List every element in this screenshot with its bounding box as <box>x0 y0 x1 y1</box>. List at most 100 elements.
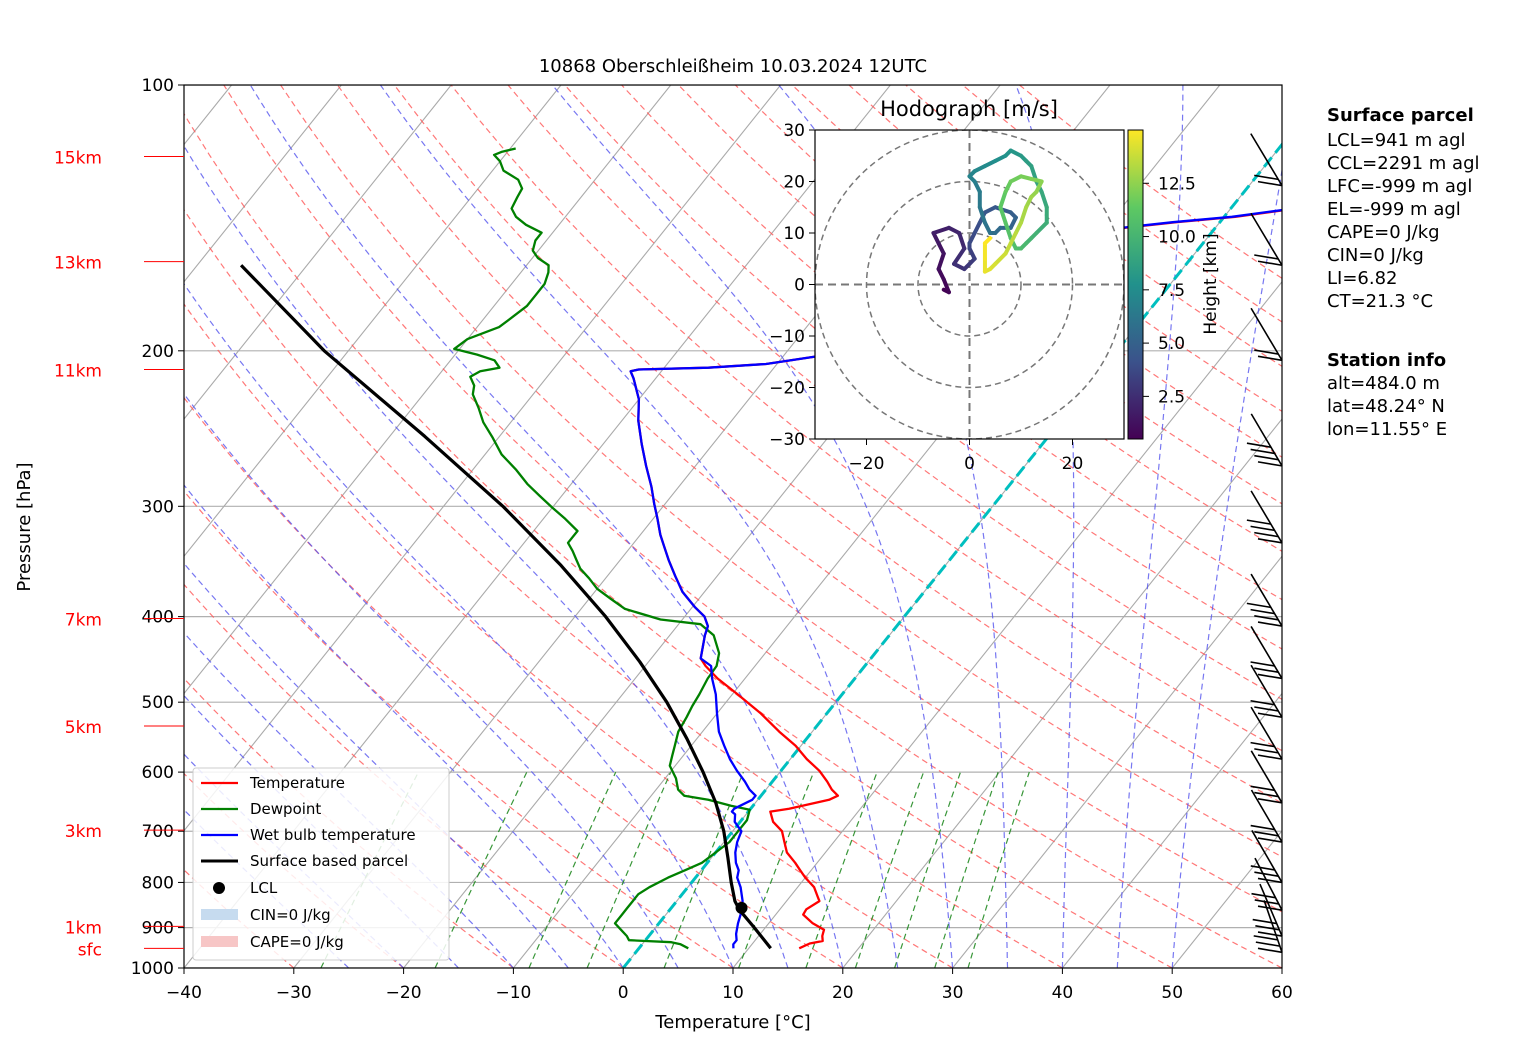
surface-line-ccl: CCL=2291 m agl <box>1327 153 1480 174</box>
x-tick-label: 0 <box>618 983 629 1003</box>
wind-barb-flag <box>1257 260 1283 267</box>
dry-adiabat <box>280 85 1282 913</box>
wind-barb-staff <box>1250 573 1283 627</box>
colorbar-tick-label: 5.0 <box>1158 334 1185 354</box>
mixing-ratio-line <box>663 771 744 968</box>
legend-label-temperature: Temperature <box>249 774 345 792</box>
wind-barb-flag <box>1254 454 1279 461</box>
mixing-ratio-line <box>854 771 925 968</box>
y-tick-label: 400 <box>142 608 174 628</box>
wind-barb-flag <box>1250 448 1275 455</box>
wind-barb-staff <box>1259 883 1283 937</box>
x-tick-label: 50 <box>1161 983 1183 1003</box>
dry-adiabat <box>337 85 1282 858</box>
legend-swatch-cape <box>201 936 238 947</box>
surface-line-lfc: LFC=-999 m agl <box>1327 176 1472 197</box>
dry-adiabat <box>223 85 1282 968</box>
mixing-ratio-line <box>894 771 962 968</box>
station-line-alt: alt=484.0 m <box>1327 373 1440 394</box>
x-tick-label: 30 <box>942 983 964 1003</box>
wind-barbs <box>1246 133 1283 954</box>
y-tick-label: 500 <box>142 693 174 713</box>
mixing-ratio-line <box>967 771 1030 968</box>
moist-adiabat <box>379 85 899 968</box>
y-axis-label: Pressure [hPa] <box>14 462 35 591</box>
wind-barb-flag <box>1254 748 1279 754</box>
hodograph-x-label: −20 <box>849 454 885 474</box>
height-label: sfc <box>78 940 102 960</box>
wind-barb-staff <box>1263 900 1283 953</box>
surface-line-cape: CAPE=0 J/kg <box>1327 222 1440 243</box>
wind-barb-flag <box>1257 837 1283 843</box>
height-label: 1km <box>65 918 102 938</box>
y-tick-label: 200 <box>142 342 174 362</box>
wind-barb-flag <box>1250 741 1275 748</box>
hodograph-y-label: 0 <box>794 276 805 296</box>
lcl-marker <box>735 901 748 914</box>
wind-barb-flag <box>1257 931 1283 937</box>
hodograph-title: Hodograph [m/s] <box>880 97 1058 121</box>
y-tick-label: 600 <box>142 763 174 783</box>
legend-box <box>192 767 450 961</box>
wind-barb-flag <box>1254 531 1279 538</box>
colorbar-tick-label: 12.5 <box>1158 174 1196 194</box>
isotherm-line <box>0 85 12 968</box>
dry-adiabat <box>184 303 953 968</box>
x-tick-label: −20 <box>386 983 422 1003</box>
parcel-line <box>239 264 772 950</box>
wind-barb-staff <box>1250 307 1283 361</box>
legend-label-lcl: LCL <box>250 879 278 897</box>
x-tick-label: 20 <box>832 983 854 1003</box>
hodograph-y-label: −10 <box>769 327 805 347</box>
dry-adiabat <box>393 85 1282 804</box>
x-tick-label: 40 <box>1052 983 1074 1003</box>
y-tick-label: 700 <box>142 822 174 842</box>
wind-barb-flag <box>1254 871 1279 877</box>
wind-barb-staff <box>1254 857 1283 911</box>
legend-label-wetbulb: Wet bulb temperature <box>250 826 416 844</box>
wind-barb-flag <box>1246 442 1272 448</box>
wind-barb-flag <box>1254 615 1279 621</box>
legend-label-dewpoint: Dewpoint <box>250 800 321 818</box>
zero-isotherm <box>622 142 1282 968</box>
hodograph-y-label: 30 <box>783 121 805 141</box>
hodograph-segment <box>931 225 951 235</box>
hodograph-y-label: −30 <box>769 430 805 450</box>
moist-adiabat <box>184 144 789 968</box>
wind-barb-flag <box>1257 538 1283 544</box>
hodograph-ticks: −20 0 20 30 20 10 0 −10 −20 −30 <box>769 121 1083 474</box>
isotherm-line <box>184 85 562 558</box>
wind-barb-flag <box>1257 461 1283 467</box>
wind-barb-staff <box>1250 133 1283 187</box>
surface-line-li: LI=6.82 <box>1327 268 1398 289</box>
dry-adiabat <box>450 85 1282 752</box>
hodograph-segment <box>1003 220 1013 241</box>
mixing-ratio-line <box>738 771 815 968</box>
x-tick-label: −30 <box>276 983 312 1003</box>
moist-adiabat <box>184 631 514 968</box>
surface-line-lcl: LCL=941 m agl <box>1327 130 1466 151</box>
wind-barb-staff <box>1250 706 1283 760</box>
legend-label-cin: CIN=0 J/kg <box>250 906 331 924</box>
hodograph-segment <box>952 246 967 266</box>
hodograph-segment <box>998 205 1008 225</box>
height-label: 11km <box>54 362 102 382</box>
y-tick-label: 100 <box>142 76 174 96</box>
legend-label-cape: CAPE=0 J/kg <box>250 933 344 951</box>
wind-barb-flag <box>1257 947 1283 954</box>
data-series <box>239 147 1282 950</box>
moist-adiabat <box>184 562 569 968</box>
wind-barb-flag <box>1250 608 1275 615</box>
station-line-lat: lat=48.24° N <box>1327 396 1445 417</box>
x-tick-label: −10 <box>495 983 531 1003</box>
hodograph-trace <box>931 148 1049 295</box>
dry-adiabat <box>791 85 1282 458</box>
wind-barb-flag <box>1250 785 1275 792</box>
hodograph-segment <box>977 205 987 225</box>
wind-barb-flag <box>1254 254 1279 260</box>
colorbar-tick-label: 10.0 <box>1158 228 1196 248</box>
mixing-ratio-line <box>434 771 528 968</box>
legend: Temperature Dewpoint Wet bulb temperatur… <box>192 767 450 961</box>
mixing-ratio-line <box>528 771 617 968</box>
moist-adiabat <box>551 85 954 968</box>
